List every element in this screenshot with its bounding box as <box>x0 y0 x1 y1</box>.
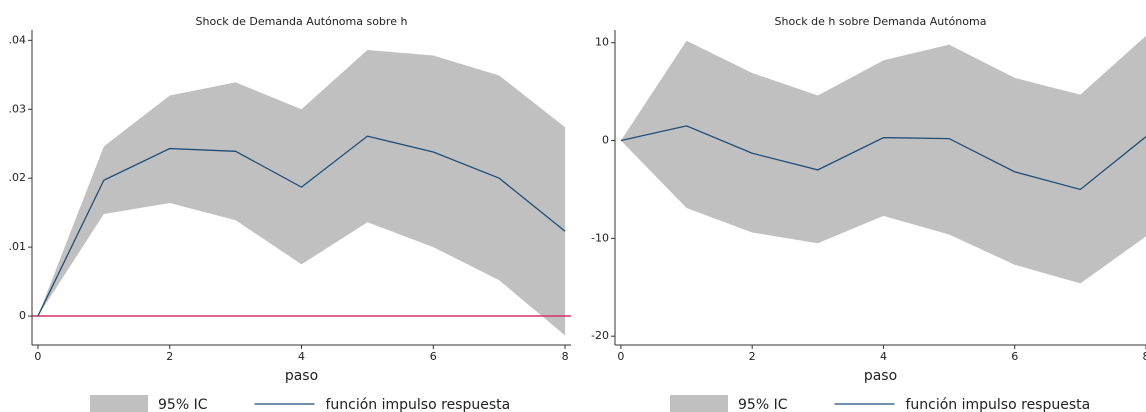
y-tick-label: 10 <box>595 36 609 49</box>
ci-band <box>37 49 566 336</box>
x-tick-label: 0 <box>617 350 624 363</box>
x-tick-label: 0 <box>34 350 41 363</box>
ci-band <box>620 35 1146 284</box>
chart-title: Shock de Demanda Autónoma sobre h <box>196 15 408 28</box>
legend-swatch <box>90 395 148 412</box>
y-tick-label: .01 <box>9 240 27 253</box>
legend-label: 95% IC <box>158 397 208 412</box>
chart-title: Shock de h sobre Demanda Autónoma <box>775 15 987 28</box>
x-tick-label: 2 <box>749 350 756 363</box>
y-tick-label: 0 <box>19 309 26 322</box>
irf-line <box>620 125 1146 191</box>
y-tick-label: .04 <box>9 33 27 46</box>
y-tick-label: .02 <box>9 171 27 184</box>
x-tick-label: 4 <box>880 350 887 363</box>
x-tick-label: 4 <box>298 350 305 363</box>
x-tick-label: 2 <box>166 350 173 363</box>
x-axis-title: paso <box>285 368 318 384</box>
irf-line <box>37 135 566 317</box>
legend-label: función impulso respuesta <box>905 397 1090 412</box>
x-axis-title: paso <box>864 368 897 384</box>
x-tick-label: 6 <box>430 350 437 363</box>
y-tick-label: -20 <box>591 329 609 342</box>
x-tick-label: 8 <box>562 350 569 363</box>
y-tick-label: .03 <box>9 102 27 115</box>
legend-label: 95% IC <box>738 397 788 412</box>
y-tick-label: 0 <box>602 134 609 147</box>
legend-swatch <box>670 395 728 412</box>
y-tick-label: -10 <box>591 231 609 244</box>
x-tick-label: 8 <box>1143 350 1146 363</box>
x-tick-label: 6 <box>1011 350 1018 363</box>
legend-label: función impulso respuesta <box>325 397 510 412</box>
